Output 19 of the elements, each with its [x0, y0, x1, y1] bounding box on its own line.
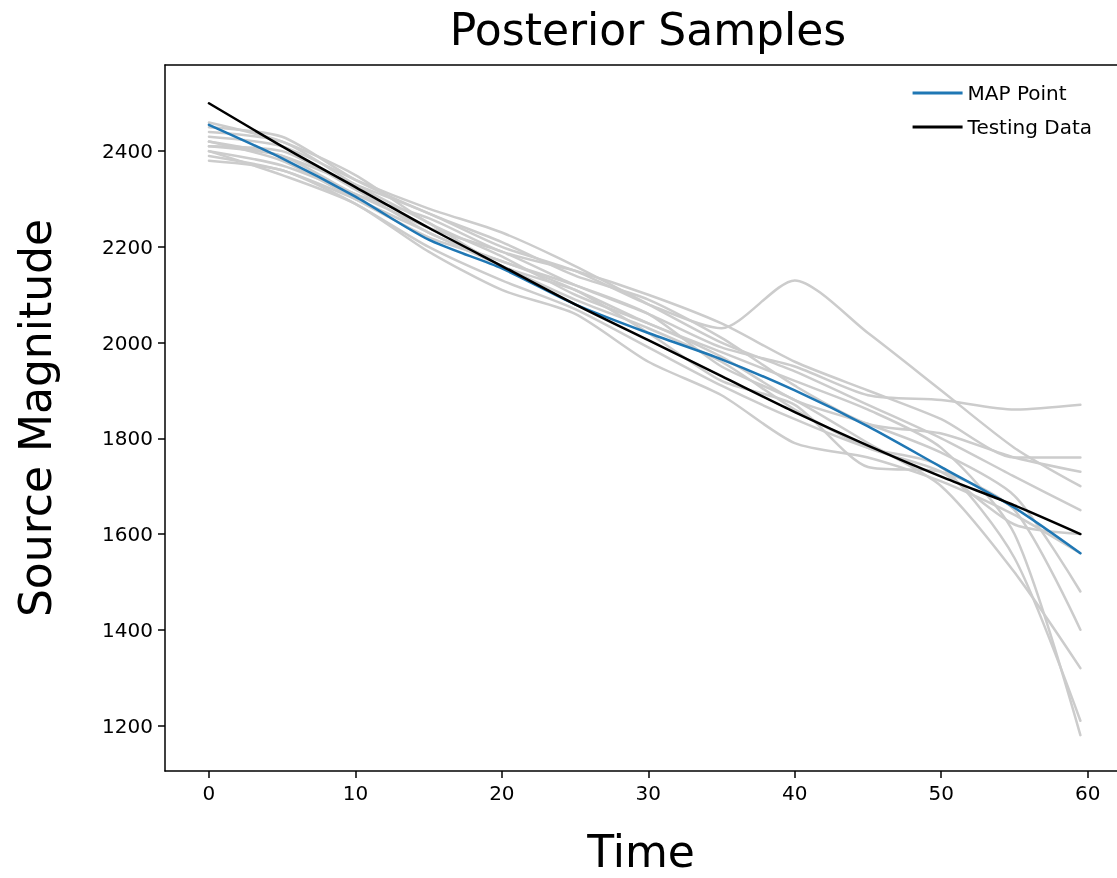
y-tick-label: 1800 [102, 426, 153, 451]
y-tick-label: 2200 [102, 234, 153, 259]
y-tick-label: 2400 [102, 139, 153, 164]
x-axis-title: Time [586, 825, 695, 877]
x-tick-label: 50 [928, 781, 954, 805]
y-tick-label: 1200 [102, 713, 153, 738]
y-tick-label: 1400 [102, 617, 153, 642]
x-tick-label: 20 [489, 781, 515, 805]
x-tick-label: 10 [342, 781, 369, 805]
legend-label: MAP Point [967, 81, 1067, 105]
y-tick-label: 1600 [102, 522, 153, 547]
x-tick-label: 30 [635, 781, 662, 805]
x-tick-label: 60 [1074, 781, 1101, 805]
x-tick-label: 0 [202, 781, 216, 805]
chart-title: Posterior Samples [449, 3, 847, 55]
x-tick-label: 40 [782, 781, 808, 805]
y-axis-title: Source Magnitude [9, 218, 61, 618]
legend-label: Testing Data [966, 115, 1093, 139]
y-tick-label: 2000 [102, 330, 153, 355]
